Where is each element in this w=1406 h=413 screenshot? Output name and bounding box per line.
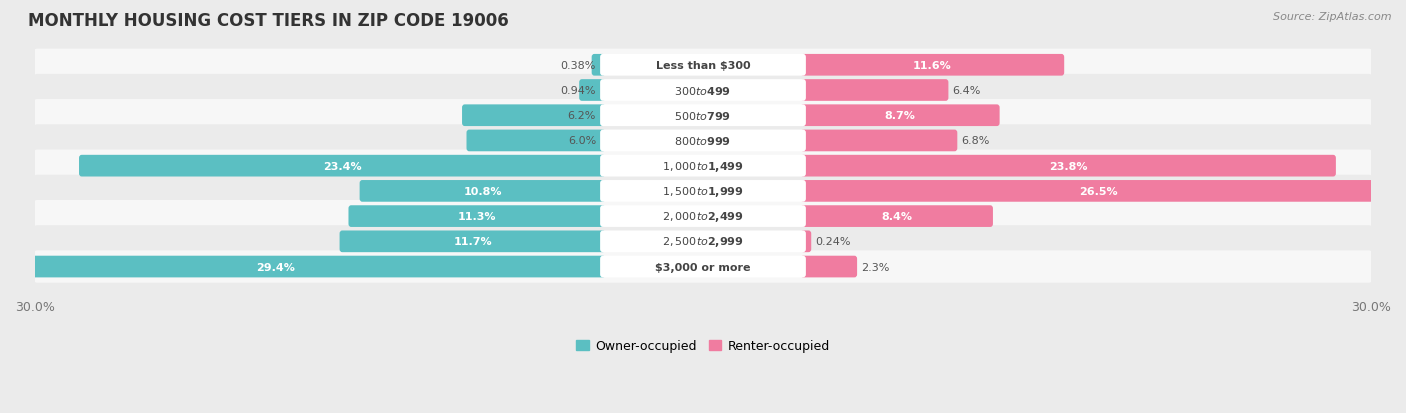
Text: 8.7%: 8.7% [884,111,915,121]
FancyBboxPatch shape [600,55,806,76]
FancyBboxPatch shape [600,231,806,253]
FancyBboxPatch shape [600,155,806,177]
Text: 11.3%: 11.3% [458,211,496,221]
FancyBboxPatch shape [34,200,1372,233]
FancyBboxPatch shape [34,75,1372,107]
FancyBboxPatch shape [34,225,1372,258]
Text: MONTHLY HOUSING COST TIERS IN ZIP CODE 19006: MONTHLY HOUSING COST TIERS IN ZIP CODE 1… [28,12,509,30]
Text: 11.7%: 11.7% [453,237,492,247]
FancyBboxPatch shape [34,125,1372,157]
FancyBboxPatch shape [349,206,606,228]
Text: 2.3%: 2.3% [860,262,890,272]
FancyBboxPatch shape [800,180,1396,202]
FancyBboxPatch shape [800,80,949,102]
Text: 29.4%: 29.4% [256,262,295,272]
Text: $500 to $799: $500 to $799 [675,110,731,122]
FancyBboxPatch shape [600,105,806,127]
FancyBboxPatch shape [800,155,1336,177]
FancyBboxPatch shape [34,150,1372,183]
Text: Source: ZipAtlas.com: Source: ZipAtlas.com [1274,12,1392,22]
FancyBboxPatch shape [360,180,606,202]
FancyBboxPatch shape [34,251,1372,283]
FancyBboxPatch shape [600,256,806,278]
Text: 8.4%: 8.4% [882,211,912,221]
Legend: Owner-occupied, Renter-occupied: Owner-occupied, Renter-occupied [571,335,835,357]
Text: $3,000 or more: $3,000 or more [655,262,751,272]
Text: 6.0%: 6.0% [568,136,596,146]
FancyBboxPatch shape [34,50,1372,82]
FancyBboxPatch shape [800,130,957,152]
FancyBboxPatch shape [800,55,1064,76]
Text: Less than $300: Less than $300 [655,61,751,71]
Text: 23.8%: 23.8% [1049,161,1087,171]
Text: 0.24%: 0.24% [815,237,851,247]
FancyBboxPatch shape [34,175,1372,207]
Text: $2,500 to $2,999: $2,500 to $2,999 [662,235,744,249]
FancyBboxPatch shape [463,105,606,127]
Text: 26.5%: 26.5% [1078,186,1118,197]
FancyBboxPatch shape [79,155,606,177]
FancyBboxPatch shape [340,231,606,253]
FancyBboxPatch shape [34,100,1372,132]
FancyBboxPatch shape [600,180,806,202]
Text: 6.4%: 6.4% [952,86,981,96]
FancyBboxPatch shape [467,130,606,152]
FancyBboxPatch shape [579,80,606,102]
FancyBboxPatch shape [592,55,606,76]
FancyBboxPatch shape [800,206,993,228]
Text: $1,000 to $1,499: $1,000 to $1,499 [662,159,744,173]
Text: 0.38%: 0.38% [561,61,596,71]
FancyBboxPatch shape [800,105,1000,127]
FancyBboxPatch shape [0,256,606,278]
Text: 0.94%: 0.94% [561,86,596,96]
FancyBboxPatch shape [600,80,806,102]
FancyBboxPatch shape [800,231,811,253]
Text: $2,000 to $2,499: $2,000 to $2,499 [662,209,744,223]
Text: 10.8%: 10.8% [464,186,502,197]
Text: 6.2%: 6.2% [568,111,596,121]
Text: $800 to $999: $800 to $999 [675,135,731,147]
Text: $300 to $499: $300 to $499 [675,85,731,97]
FancyBboxPatch shape [600,206,806,228]
Text: 6.8%: 6.8% [962,136,990,146]
Text: 11.6%: 11.6% [912,61,952,71]
Text: $1,500 to $1,999: $1,500 to $1,999 [662,185,744,198]
FancyBboxPatch shape [600,130,806,152]
FancyBboxPatch shape [800,256,858,278]
Text: 23.4%: 23.4% [323,161,361,171]
